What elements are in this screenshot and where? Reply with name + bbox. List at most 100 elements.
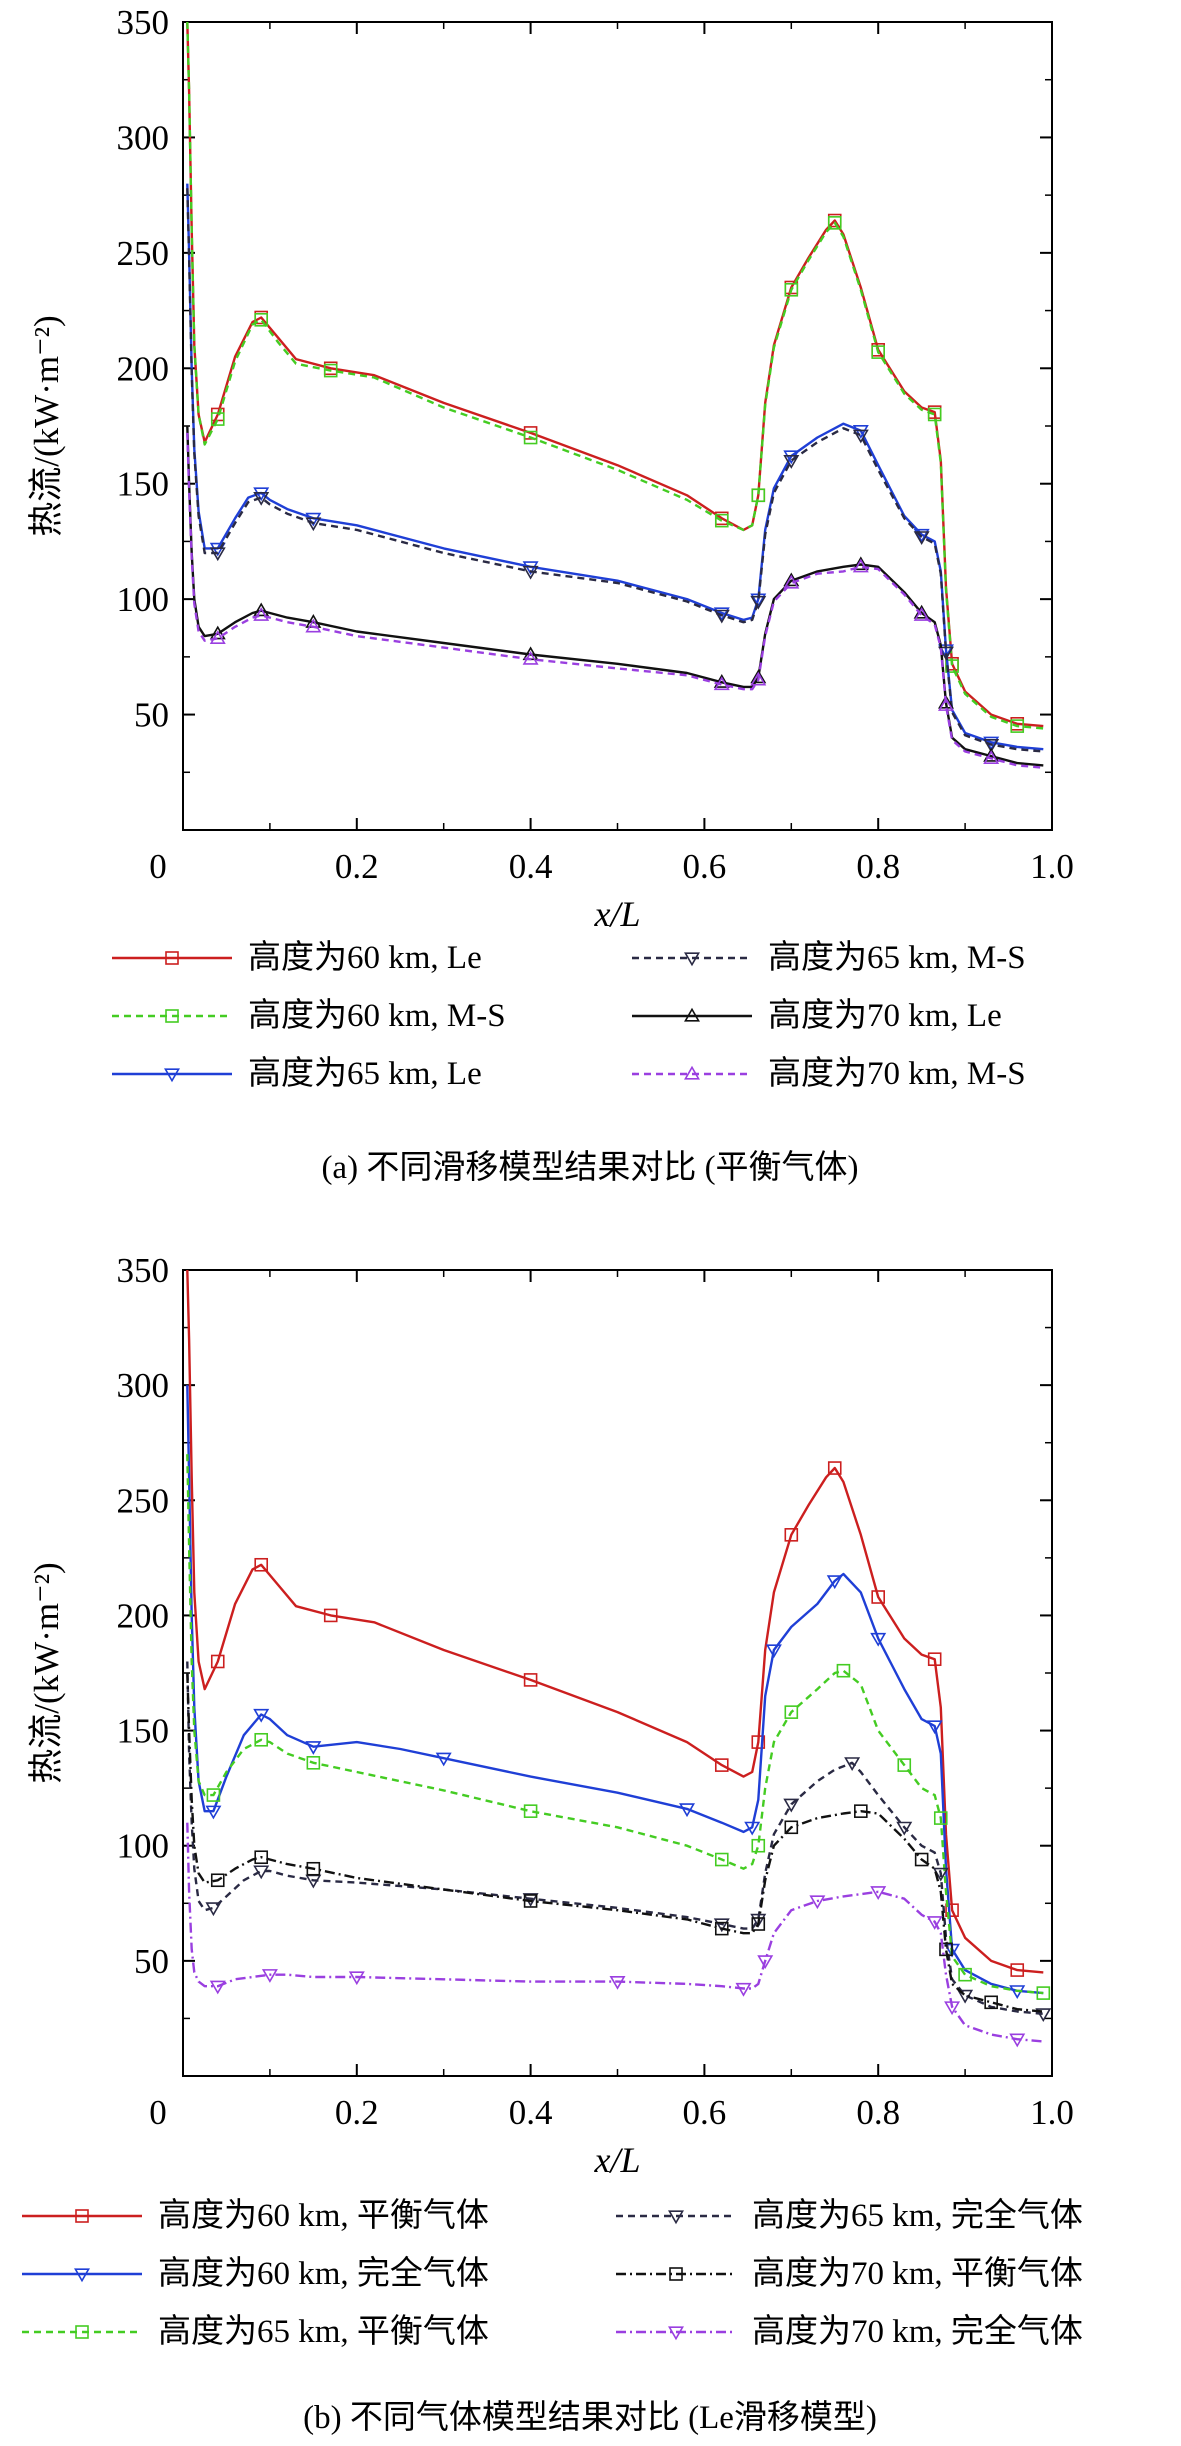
data-point	[714, 1852, 729, 1867]
x-tick-label: 0.2	[335, 2093, 379, 2132]
data-point	[945, 659, 959, 673]
series-line	[186, 1672, 1044, 2013]
legend-label: 高度为65 km, M-S	[768, 939, 1026, 976]
data-point	[827, 216, 842, 230]
data-point	[1009, 2033, 1026, 2048]
data-point	[751, 1917, 766, 1931]
y-tick-label: 150	[117, 465, 170, 504]
data-point	[983, 738, 1000, 753]
x-axis-label: x/L	[593, 894, 640, 934]
legend-label: 高度为70 km, M-S	[768, 1055, 1026, 1092]
data-point	[945, 1903, 959, 1917]
legend-marker	[165, 1009, 179, 1023]
data-point	[744, 1821, 761, 1836]
legend-label: 高度为60 km, Le	[248, 939, 482, 976]
data-point	[783, 455, 800, 469]
y-tick-label: 200	[117, 1596, 170, 1635]
y-axis-label: 热流/(kW·m⁻²)	[27, 315, 66, 536]
data-point	[713, 674, 730, 688]
plot-frame	[182, 21, 1053, 831]
legend-label: 高度为60 km, 完全气体	[158, 2255, 489, 2292]
data-point	[784, 282, 799, 297]
series-line	[186, 432, 1044, 769]
series-line	[186, 22, 1044, 730]
legend-marker	[164, 1068, 180, 1083]
data-point	[254, 313, 269, 327]
data-point	[306, 1756, 321, 1770]
data-point	[523, 1673, 538, 1687]
data-point	[750, 671, 767, 686]
series-line	[186, 1661, 1044, 2015]
data-point	[927, 407, 942, 422]
data-point	[933, 1811, 948, 1825]
data-point	[852, 429, 869, 444]
data-point	[210, 1873, 225, 1888]
series-line	[186, 1270, 1044, 1974]
data-point	[714, 1921, 729, 1936]
data-point	[209, 630, 226, 644]
series-1	[186, 22, 1044, 733]
data-point	[253, 1865, 270, 1880]
data-point	[844, 1757, 861, 1772]
chart-panel-b: 0 0.2 0.4 0.6 0.8 1.0 50 100 150 200 250 300 350 x/L 热…	[22, 1251, 1083, 2436]
data-point	[984, 1995, 998, 2010]
data-point	[750, 669, 767, 684]
legend-marker	[668, 2210, 684, 2225]
series-line	[186, 1385, 1044, 1995]
data-point	[913, 528, 930, 543]
data-point	[750, 595, 767, 610]
x-tick-label: 1.0	[1030, 847, 1074, 886]
data-point	[735, 1982, 752, 1997]
data-point	[254, 1850, 269, 1865]
data-point	[522, 650, 539, 665]
series-5	[186, 1822, 1044, 2048]
data-point	[765, 1644, 782, 1659]
y-tick-label: 50	[134, 1942, 169, 1981]
data-point	[1010, 719, 1025, 733]
data-point	[522, 565, 539, 580]
data-point	[896, 1821, 913, 1836]
x-tick-label: 0.6	[683, 2093, 727, 2132]
data-point	[253, 607, 270, 621]
data-point	[852, 556, 869, 571]
data-point	[209, 542, 226, 557]
data-point	[944, 2001, 961, 2016]
data-point	[254, 1557, 269, 1572]
x-tick-label: 0.2	[335, 847, 379, 886]
data-point	[897, 1758, 912, 1772]
data-point	[913, 531, 930, 546]
data-point	[609, 1975, 626, 1990]
series-0	[186, 1270, 1044, 1977]
data-point	[679, 1803, 696, 1818]
data-point	[784, 1705, 799, 1719]
data-point	[210, 412, 225, 426]
legend-label: 高度为70 km, 完全气体	[752, 2313, 1083, 2350]
data-point	[926, 1720, 943, 1735]
data-point	[784, 1528, 799, 1542]
legend-label: 高度为65 km, Le	[248, 1055, 482, 1092]
series-5	[186, 432, 1044, 769]
legend-label: 高度为60 km, M-S	[248, 997, 506, 1034]
data-point	[305, 618, 322, 633]
legend-marker	[74, 2268, 90, 2283]
data-point	[210, 1654, 225, 1669]
series-line	[186, 425, 1044, 767]
data-point	[809, 1895, 826, 1910]
data-point	[751, 1735, 766, 1749]
data-point	[783, 1798, 800, 1813]
data-point	[713, 609, 730, 624]
legend-marker	[669, 2267, 683, 2281]
data-point	[205, 1902, 222, 1917]
data-point	[871, 345, 886, 359]
data-point	[305, 512, 322, 527]
legend: 高度为60 km, Le 高度为60 km, M-S 高度为65 km, Le 高度为…	[112, 939, 1026, 1092]
legend-label: 高度为60 km, 平衡气体	[158, 2197, 489, 2234]
data-point	[261, 1969, 278, 1983]
legend-marker	[165, 951, 179, 965]
series-line	[186, 1454, 1044, 1995]
data-point	[254, 1732, 269, 1747]
data-point	[939, 1942, 953, 1957]
x-tick-label: 0	[149, 847, 167, 886]
data-point	[870, 1632, 887, 1647]
